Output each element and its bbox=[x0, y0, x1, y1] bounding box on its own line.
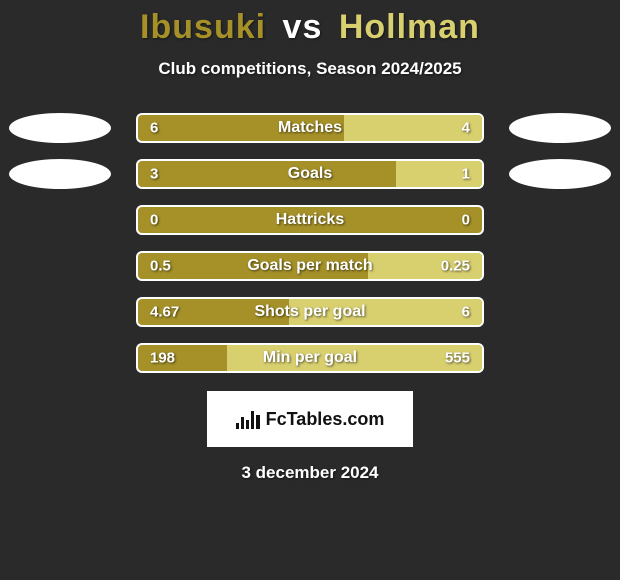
subtitle: Club competitions, Season 2024/2025 bbox=[0, 59, 620, 79]
comparison-container: Ibusuki vs Hollman Club competitions, Se… bbox=[0, 0, 620, 483]
logo-text: FcTables.com bbox=[266, 409, 385, 430]
stat-row: 31Goals bbox=[0, 159, 620, 189]
left-value: 3 bbox=[150, 166, 158, 183]
stat-bar: 64Matches bbox=[136, 113, 484, 143]
stat-bar: 0 0Hattricks bbox=[136, 205, 484, 235]
left-value: 198 bbox=[150, 350, 175, 367]
fctables-logo: FcTables.com bbox=[207, 391, 413, 447]
player2-name: Hollman bbox=[339, 8, 480, 46]
right-fill bbox=[227, 345, 482, 371]
stat-bar: 4.676Shots per goal bbox=[136, 297, 484, 327]
vs-text: vs bbox=[283, 8, 323, 46]
right-value: 0 bbox=[462, 212, 470, 229]
stat-row: 198555Min per goal bbox=[0, 343, 620, 373]
right-fill bbox=[289, 299, 482, 325]
player2-disc bbox=[509, 159, 611, 189]
right-fill bbox=[396, 161, 482, 187]
date-text: 3 december 2024 bbox=[0, 463, 620, 483]
player1-name: Ibusuki bbox=[140, 8, 266, 46]
player1-disc bbox=[9, 159, 111, 189]
stat-bar: 31Goals bbox=[136, 159, 484, 189]
left-value: 0 bbox=[150, 212, 158, 229]
stat-row: 4.676Shots per goal bbox=[0, 297, 620, 327]
stat-bar: 0.50.25Goals per match bbox=[136, 251, 484, 281]
right-fill bbox=[344, 115, 482, 141]
stat-bar: 198555Min per goal bbox=[136, 343, 484, 373]
stat-row: 64Matches bbox=[0, 113, 620, 143]
bar-chart-icon bbox=[236, 409, 260, 429]
page-title: Ibusuki vs Hollman bbox=[0, 8, 620, 47]
stat-label: Hattricks bbox=[138, 211, 482, 229]
left-value: 0.5 bbox=[150, 258, 171, 275]
player2-disc bbox=[509, 113, 611, 143]
player1-disc bbox=[9, 113, 111, 143]
stat-row: 0.50.25Goals per match bbox=[0, 251, 620, 281]
stat-row: 0 0Hattricks bbox=[0, 205, 620, 235]
stat-rows: 64Matches 31Goals 0 0Hattricks 0.50.25Goals … bbox=[0, 113, 620, 373]
left-value: 6 bbox=[150, 120, 158, 137]
right-fill bbox=[368, 253, 482, 279]
left-value: 4.67 bbox=[150, 304, 179, 321]
